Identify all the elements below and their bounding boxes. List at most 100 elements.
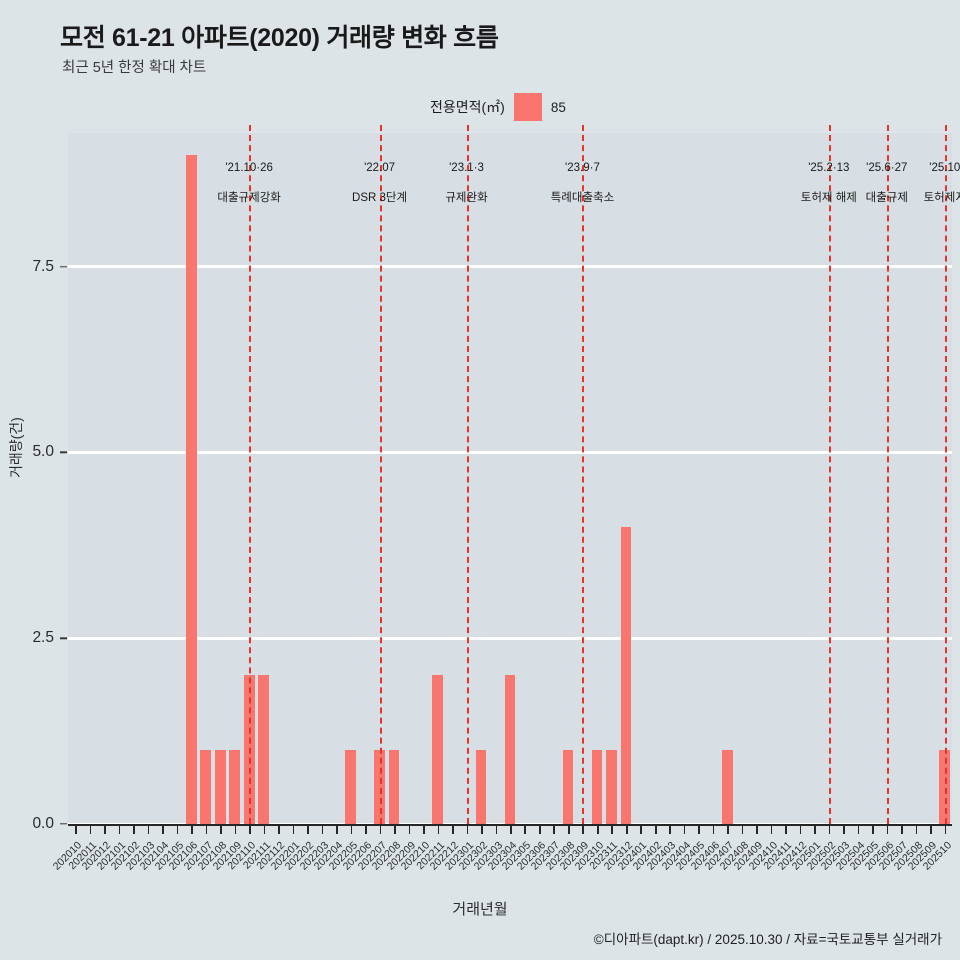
event-date-202110: '21.10·26 [225,162,273,174]
x-tick-mark-202211 [437,825,440,834]
x-tick-mark-202406 [712,825,715,834]
x-axis-line [68,824,952,826]
event-line-202207 [379,125,382,824]
event-annotation-202506: '25.6·27 대출규제 [866,160,908,206]
x-tick-mark-202207 [379,825,382,834]
x-tick-mark-202209 [408,825,411,834]
x-tick-mark-202105 [176,825,179,834]
x-tick-mark-202108 [220,825,222,834]
x-tick-mark-202212 [452,825,454,834]
bar-202111[interactable] [258,675,270,824]
bar-202304[interactable] [504,675,516,824]
x-tick-mark-202312 [625,825,628,834]
x-tick-mark-202111 [263,825,266,834]
bar-202205[interactable] [345,749,356,824]
bar-202302[interactable] [475,749,487,824]
x-tick-mark-202109 [234,825,237,834]
x-tick-mark-202502 [828,825,831,834]
x-tick-mark-202203 [321,825,324,834]
x-tick-mark-202507 [901,825,903,834]
x-tick-mark-202407 [727,825,729,834]
x-tick-mark-202107 [205,825,208,834]
bar-202310[interactable] [591,749,603,824]
x-tick-mark-202509 [930,825,932,834]
x-tick-mark-202012 [104,825,106,834]
event-line-202506 [886,125,889,824]
event-text-202506: 대출규제 [865,192,908,204]
plot-panel [68,125,952,826]
x-tick-mark-202403 [669,825,671,834]
x-tick-mark-202309 [582,825,585,834]
bar-202106[interactable] [185,155,197,824]
bar-202110[interactable] [243,675,255,824]
event-annotation-202110: '21.10·26 대출규제강화 [217,160,280,206]
event-annotation-202301: '23.1·3 규제완화 [445,160,487,206]
event-text-202207: DSR 3단계 [352,192,408,204]
x-tick-mark-202208 [394,825,396,834]
event-text-202309: 특례대출축소 [550,192,615,204]
x-tick-mark-202504 [857,825,860,834]
bar-202207[interactable] [374,749,385,824]
event-line-202510 [944,125,947,824]
x-tick-mark-202402 [654,825,657,834]
bar-202312[interactable] [620,526,632,824]
x-tick-mark-202106 [191,825,193,834]
x-tick-mark-202201 [292,825,295,834]
y-tick-label-5.0: 5.0 [32,443,54,461]
event-line-202309 [582,125,585,824]
x-tick-mark-202210 [423,825,425,834]
event-text-202110: 대출규제강화 [217,192,281,204]
event-annotation-202510: '25.10 토허제지 [924,160,960,206]
x-tick-mark-202405 [698,825,700,834]
x-tick-mark-202204 [336,825,338,834]
x-tick-mark-202410 [770,825,773,834]
x-tick-mark-202505 [872,825,874,834]
bar-202109[interactable] [229,749,241,824]
x-tick-mark-202206 [365,825,367,834]
event-date-202309: '23.9·7 [565,162,600,174]
y-tick-mark-0.0 [60,823,67,825]
event-annotation-202309: '23.9·7 특례대출축소 [551,160,614,206]
x-tick-mark-202411 [785,825,787,834]
x-tick-mark-202310 [596,825,599,834]
x-tick-mark-202304 [510,825,512,834]
event-date-202510: '25.10 [929,162,960,174]
event-annotation-202207: '22.07 DSR 3단계 [352,160,407,206]
x-tick-mark-202409 [756,825,758,834]
bar-202308[interactable] [562,749,574,824]
bar-202107[interactable] [200,749,212,824]
bar-202311[interactable] [606,749,617,824]
x-tick-mark-202308 [567,825,570,834]
event-date-202207: '22.07 [364,162,396,174]
bar-202407[interactable] [721,749,733,824]
x-tick-mark-202508 [915,825,918,834]
event-date-202301: '23.1·3 [449,162,484,174]
event-line-202301 [466,125,469,824]
y-tick-mark-2.5 [60,637,67,639]
event-annotation-202502: '25.2·13 토허제 해제 [801,160,857,206]
x-tick-mark-202501 [814,825,816,834]
y-tick-label-7.5: 7.5 [32,257,54,275]
x-tick-mark-202102 [133,825,135,834]
bar-202211[interactable] [432,675,443,824]
x-tick-mark-202408 [741,825,744,834]
event-date-202506: '25.6·27 [866,162,908,174]
gridline-7.5 [68,265,952,269]
page-subtitle: 최근 5년 한정 확대 차트 [62,60,207,76]
x-tick-mark-202303 [495,825,498,834]
bar-202208[interactable] [388,749,400,824]
event-date-202502: '25.2·13 [808,162,850,174]
footer-credit: ©디아파트(dapt.kr) / 2025.10.30 / 자료=국토교통부 실… [593,932,942,947]
x-tick-mark-202302 [481,825,483,834]
y-tick-label-2.5: 2.5 [32,629,54,647]
bar-202510[interactable] [939,749,951,824]
x-tick-mark-202202 [307,825,309,834]
x-axis-label: 거래년월 [452,901,508,918]
bar-202108[interactable] [214,749,226,824]
x-tick-mark-202112 [278,825,280,834]
x-tick-mark-202103 [147,825,150,834]
y-tick-label-0.0: 0.0 [32,815,54,832]
event-text-202301: 규제완화 [445,192,488,204]
x-tick-mark-202110 [249,825,251,834]
